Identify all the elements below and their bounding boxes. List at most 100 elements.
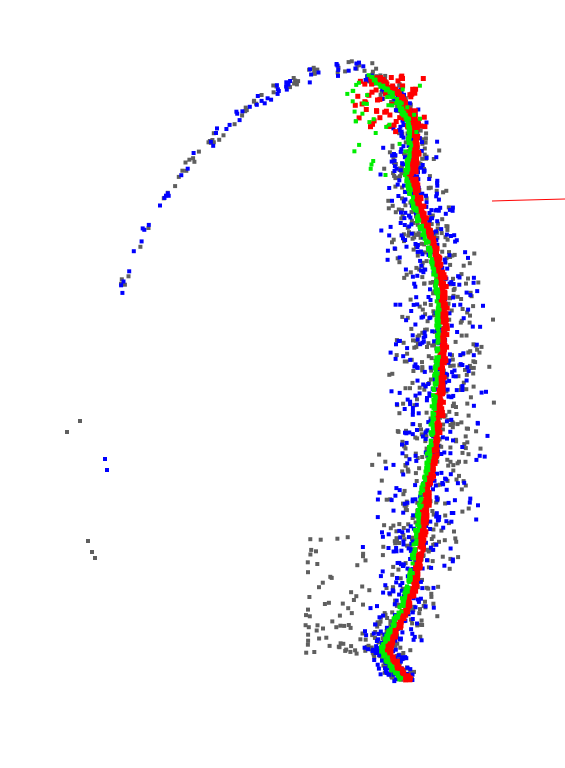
blue-point bbox=[401, 510, 406, 515]
red-point bbox=[439, 346, 445, 352]
blue-point bbox=[405, 461, 410, 466]
gray-point bbox=[452, 252, 457, 257]
blue-point bbox=[410, 617, 415, 621]
blue-point bbox=[269, 97, 274, 102]
gray-point bbox=[183, 160, 188, 165]
blue-point bbox=[380, 569, 385, 574]
gray-point bbox=[271, 90, 276, 95]
gray-point bbox=[404, 272, 409, 277]
blue-point bbox=[146, 222, 151, 227]
gray-point bbox=[406, 469, 411, 474]
red-point bbox=[411, 169, 417, 174]
green-point bbox=[422, 475, 427, 480]
blue-point bbox=[427, 219, 432, 224]
red-point bbox=[417, 557, 423, 563]
blue-point bbox=[471, 353, 476, 358]
blue-point bbox=[464, 378, 469, 383]
gray-point bbox=[422, 152, 427, 157]
red-point bbox=[413, 86, 419, 92]
blue-point bbox=[389, 389, 394, 394]
blue-point bbox=[390, 588, 395, 593]
green-point bbox=[389, 668, 393, 673]
gray-point bbox=[390, 610, 395, 615]
blue-point bbox=[428, 545, 433, 550]
blue-point bbox=[390, 198, 394, 203]
gray-point bbox=[318, 537, 323, 542]
red-point bbox=[373, 87, 379, 93]
green-point bbox=[412, 205, 417, 210]
blue-point bbox=[416, 411, 421, 416]
green-point bbox=[390, 622, 395, 627]
blue-point bbox=[442, 563, 447, 568]
green-point bbox=[426, 459, 431, 464]
blue-point bbox=[463, 250, 468, 255]
red-point bbox=[409, 177, 415, 183]
red-point bbox=[434, 419, 440, 425]
green-point bbox=[345, 91, 350, 96]
red-point bbox=[395, 78, 401, 84]
blue-point bbox=[423, 604, 428, 609]
blue-point bbox=[448, 234, 453, 238]
blue-point bbox=[434, 229, 439, 234]
blue-point bbox=[401, 562, 406, 567]
blue-point bbox=[424, 193, 428, 198]
gray-point bbox=[413, 451, 418, 456]
blue-point bbox=[434, 194, 439, 199]
red-point bbox=[418, 123, 424, 129]
blue-point bbox=[426, 295, 431, 299]
gray-point bbox=[372, 635, 377, 640]
blue-point bbox=[418, 258, 423, 263]
green-point bbox=[428, 422, 433, 427]
red-point bbox=[369, 89, 375, 95]
gray-point bbox=[292, 81, 297, 86]
green-point bbox=[411, 542, 416, 547]
green-point bbox=[395, 670, 400, 675]
blue-point bbox=[237, 118, 242, 123]
blue-point bbox=[387, 233, 392, 238]
blue-point bbox=[364, 633, 369, 638]
gray-point bbox=[400, 439, 405, 444]
red-point bbox=[444, 326, 450, 332]
gray-point bbox=[404, 454, 409, 459]
blue-point bbox=[412, 634, 417, 639]
gray-point bbox=[424, 259, 429, 264]
gray-point bbox=[468, 313, 472, 318]
red-point bbox=[432, 252, 438, 258]
gray-point bbox=[443, 235, 448, 240]
red-point bbox=[434, 452, 440, 458]
blue-point bbox=[395, 182, 400, 187]
gray-point bbox=[455, 461, 460, 466]
gray-point bbox=[435, 226, 440, 231]
green-point bbox=[373, 81, 378, 85]
gray-point bbox=[380, 553, 385, 558]
green-point bbox=[385, 655, 390, 660]
red-point bbox=[401, 675, 407, 681]
blue-point bbox=[387, 186, 392, 190]
green-point bbox=[383, 173, 388, 177]
green-point bbox=[411, 195, 415, 200]
blue-point bbox=[393, 356, 398, 361]
blue-point bbox=[381, 145, 386, 150]
green-point bbox=[423, 469, 428, 474]
gray-point bbox=[78, 419, 82, 423]
gray-point bbox=[375, 620, 380, 625]
green-point bbox=[367, 120, 372, 125]
blue-point bbox=[481, 303, 485, 308]
blue-point bbox=[380, 658, 384, 663]
red-point bbox=[421, 203, 427, 209]
green-point bbox=[433, 282, 438, 287]
blue-point bbox=[430, 329, 435, 334]
blue-point bbox=[399, 210, 403, 215]
red-point bbox=[434, 416, 440, 422]
gray-point bbox=[393, 541, 398, 546]
gray-point bbox=[322, 602, 327, 606]
gray-point bbox=[362, 68, 367, 73]
green-point bbox=[410, 198, 415, 203]
blue-point bbox=[405, 665, 410, 670]
red-point bbox=[421, 114, 427, 120]
red-point bbox=[412, 108, 418, 114]
green-point bbox=[412, 112, 417, 117]
green-point bbox=[399, 101, 404, 106]
